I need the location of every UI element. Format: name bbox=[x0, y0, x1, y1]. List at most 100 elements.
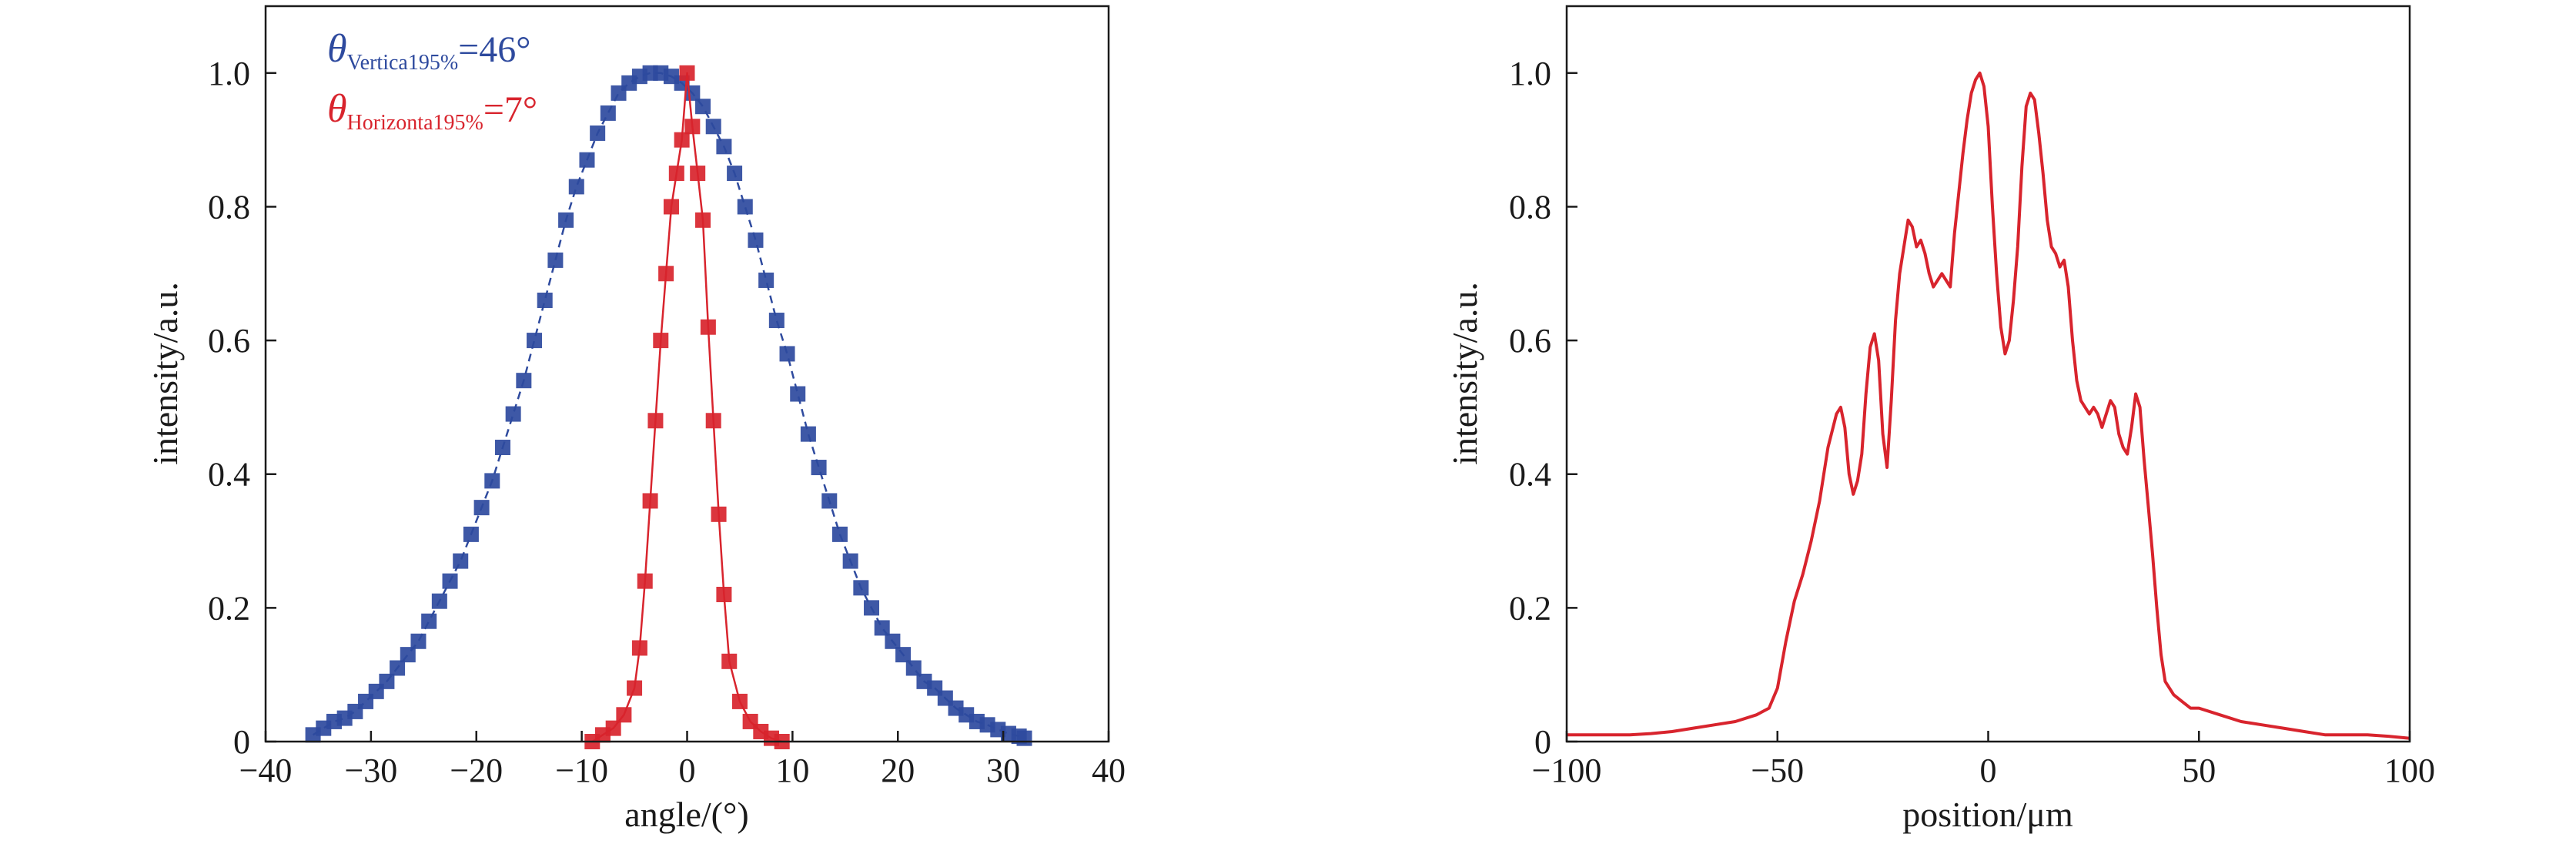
data-point-series-1 bbox=[684, 85, 701, 101]
x-tick-label: −40 bbox=[239, 752, 293, 789]
data-point-series-1 bbox=[727, 166, 743, 182]
data-point-series-1 bbox=[579, 152, 595, 168]
data-point-series-1 bbox=[527, 333, 543, 349]
value-vertical: =46° bbox=[458, 29, 530, 70]
data-point-series-2 bbox=[653, 333, 669, 349]
data-point-series-1 bbox=[705, 119, 721, 135]
data-point-series-1 bbox=[1016, 730, 1032, 746]
y-axis-label-angle: intensity/a.u. bbox=[146, 282, 185, 465]
data-point-series-2 bbox=[642, 493, 658, 509]
data-point-series-2 bbox=[668, 166, 684, 182]
x-tick-label: 20 bbox=[881, 752, 915, 789]
data-point-series-1 bbox=[831, 526, 848, 542]
y-tick-label: 0 bbox=[233, 723, 250, 761]
chart-position: −100 −50 0 50 100 0 0.2 0.4 0.6 0.8 1.0 position/μ… bbox=[1445, 5, 2435, 834]
data-point-series-1 bbox=[874, 620, 890, 636]
data-point-series-1 bbox=[800, 426, 816, 442]
data-point-series-2 bbox=[616, 707, 632, 723]
y-tick-label: 1.0 bbox=[1509, 55, 1551, 92]
theta-symbol-horizontal: θ bbox=[327, 87, 347, 131]
data-point-series-2 bbox=[731, 693, 748, 709]
y-tick-label: 0 bbox=[1534, 723, 1551, 761]
data-point-series-1 bbox=[768, 313, 785, 329]
x-tick-label: −100 bbox=[1532, 752, 1602, 789]
data-point-series-1 bbox=[421, 613, 437, 629]
x-tick-label: −10 bbox=[555, 752, 608, 789]
data-point-series-1 bbox=[590, 125, 606, 141]
data-point-series-1 bbox=[842, 553, 858, 569]
annotation-horizontal: θHorizonta195%=7° bbox=[327, 87, 537, 135]
data-point-series-1 bbox=[410, 633, 427, 649]
data-point-series-1 bbox=[568, 179, 584, 195]
data-point-series-1 bbox=[821, 493, 838, 509]
data-point-series-1 bbox=[379, 673, 395, 689]
data-point-series-1 bbox=[737, 199, 753, 215]
data-point-series-2 bbox=[700, 319, 716, 335]
data-point-series-1 bbox=[547, 252, 564, 268]
data-point-series-2 bbox=[690, 166, 706, 182]
ticks-angle: −40 −30 −20 −10 0 10 20 30 40 0 0.2 0.4 0.6 0.8 1.0 bbox=[208, 55, 1126, 789]
data-point-series-1 bbox=[400, 647, 416, 663]
chart-angle: −40 −30 −20 −10 0 10 20 30 40 0 0.2 0.4 0.6 0.8 1.0 an… bbox=[146, 5, 1126, 834]
data-point-series-1 bbox=[463, 526, 479, 542]
data-point-series-1 bbox=[484, 473, 500, 489]
series-layer-angle bbox=[305, 65, 1032, 749]
data-point-series-2 bbox=[658, 266, 674, 282]
y-tick-label: 0.4 bbox=[1509, 456, 1551, 494]
data-point-series-2 bbox=[663, 199, 679, 215]
x-tick-label: −50 bbox=[1751, 752, 1804, 789]
data-point-series-2 bbox=[695, 212, 711, 228]
x-axis-label-position: position/μm bbox=[1902, 795, 2073, 834]
data-point-series-1 bbox=[390, 660, 406, 676]
data-point-series-1 bbox=[748, 232, 764, 248]
data-point-series-2 bbox=[705, 413, 721, 429]
data-point-series-2 bbox=[711, 506, 727, 522]
x-tick-label: 0 bbox=[1980, 752, 1997, 789]
data-point-series-1 bbox=[494, 440, 510, 455]
data-point-series-2 bbox=[721, 653, 738, 669]
data-point-series-1 bbox=[716, 139, 732, 155]
subscript-vertical: Vertica195% bbox=[347, 51, 459, 75]
data-point-series-2 bbox=[674, 132, 690, 148]
data-point-series-2 bbox=[679, 65, 695, 81]
data-point-series-1 bbox=[758, 272, 774, 288]
y-tick-label: 0.6 bbox=[1509, 322, 1551, 360]
data-point-series-1 bbox=[537, 293, 553, 308]
y-tick-label: 0.2 bbox=[1509, 589, 1551, 627]
data-point-series-1 bbox=[864, 600, 880, 616]
data-point-series-1 bbox=[431, 593, 447, 609]
y-axis-label-position: intensity/a.u. bbox=[1445, 282, 1484, 465]
y-tick-label: 1.0 bbox=[208, 55, 250, 92]
x-tick-label: −30 bbox=[344, 752, 397, 789]
y-tick-label: 0.8 bbox=[1509, 188, 1551, 226]
x-tick-label: 10 bbox=[775, 752, 809, 789]
data-point-series-1 bbox=[516, 373, 532, 389]
data-point-series-2 bbox=[716, 587, 732, 602]
series-layer-position bbox=[1567, 71, 2410, 740]
data-point-series-1 bbox=[779, 346, 795, 362]
data-point-series-1 bbox=[853, 580, 869, 596]
data-point-series-1 bbox=[442, 573, 458, 589]
data-point-series-2 bbox=[605, 720, 621, 736]
data-point-series-1 bbox=[558, 212, 574, 228]
x-axis-label-angle: angle/(°) bbox=[624, 795, 748, 834]
series-line-1 bbox=[1567, 71, 2410, 740]
data-point-series-1 bbox=[453, 553, 469, 569]
data-point-series-1 bbox=[600, 105, 616, 121]
y-tick-label: 0.4 bbox=[208, 456, 250, 494]
data-point-series-1 bbox=[811, 460, 827, 476]
x-tick-label: 50 bbox=[2182, 752, 2216, 789]
ticks-position: −100 −50 0 50 100 0 0.2 0.4 0.6 0.8 1.0 bbox=[1509, 55, 2435, 789]
annotation-vertical: θVertica195%=46° bbox=[327, 27, 530, 75]
data-point-series-1 bbox=[895, 647, 912, 663]
data-point-series-2 bbox=[684, 119, 701, 135]
data-point-series-2 bbox=[627, 680, 643, 696]
y-tick-label: 0.6 bbox=[208, 322, 250, 360]
data-point-series-2 bbox=[637, 573, 653, 589]
x-tick-label: 40 bbox=[1092, 752, 1126, 789]
subscript-horizontal: Horizonta195% bbox=[347, 111, 483, 135]
x-tick-label: 100 bbox=[2384, 752, 2435, 789]
x-tick-label: 0 bbox=[679, 752, 696, 789]
data-point-series-2 bbox=[647, 413, 664, 429]
